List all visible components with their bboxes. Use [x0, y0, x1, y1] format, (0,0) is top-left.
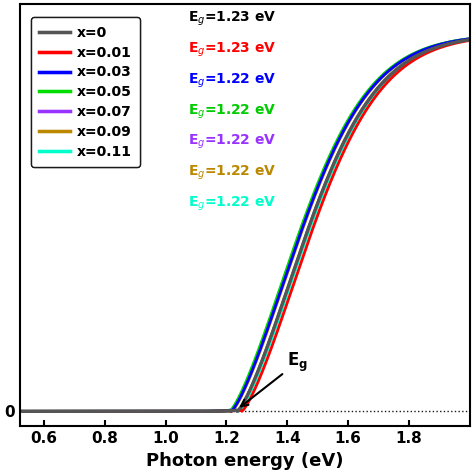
- Text: E$_g$=1.22 eV: E$_g$=1.22 eV: [189, 133, 277, 151]
- X-axis label: Photon energy (eV): Photon energy (eV): [146, 452, 344, 470]
- Text: E$_g$=1.23 eV: E$_g$=1.23 eV: [189, 10, 277, 28]
- Text: $\mathbf{E_g}$: $\mathbf{E_g}$: [241, 350, 308, 406]
- Text: E$_g$=1.22 eV: E$_g$=1.22 eV: [189, 164, 277, 182]
- Text: E$_g$=1.22 eV: E$_g$=1.22 eV: [189, 195, 277, 213]
- Text: E$_g$=1.22 eV: E$_g$=1.22 eV: [189, 102, 277, 120]
- Text: E$_g$=1.22 eV: E$_g$=1.22 eV: [189, 72, 277, 90]
- Text: E$_g$=1.23 eV: E$_g$=1.23 eV: [189, 41, 277, 59]
- Legend: x=0, x=0.01, x=0.03, x=0.05, x=0.07, x=0.09, x=0.11: x=0, x=0.01, x=0.03, x=0.05, x=0.07, x=0…: [31, 18, 140, 167]
